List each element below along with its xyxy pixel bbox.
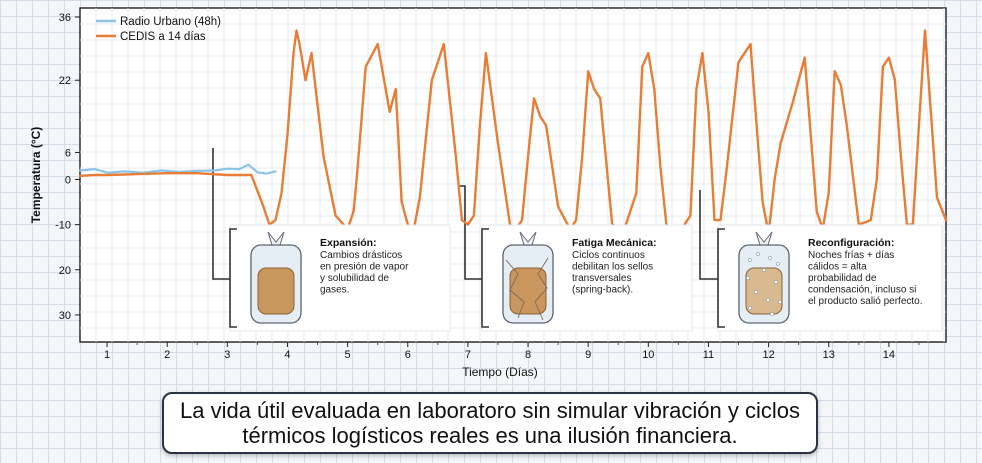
condensation-drop (746, 276, 750, 280)
bread-loaf (745, 267, 783, 315)
caption-line-2: térmicos logísticos reales es una ilusió… (242, 423, 738, 448)
x-tick-label: 6 (405, 349, 411, 361)
x-axis-label: Tiempo (Días) (462, 365, 538, 379)
y-tick-label: 36 (59, 12, 71, 24)
annotation-line: cálidos = alta (808, 262, 867, 273)
condensation-drop (766, 298, 770, 302)
annotation-title: Reconfiguración: (808, 237, 894, 249)
annotation-line: (spring-back). (572, 285, 633, 296)
condensation-drop (770, 312, 774, 316)
annotation-connector (212, 148, 232, 280)
x-tick-label: 13 (823, 349, 835, 361)
condensation-drop (748, 258, 752, 262)
annotation-line: probabilidad de (808, 273, 877, 284)
annotation-box: Reconfiguración:Noches frías + díascálid… (717, 224, 943, 332)
bread-bag-icon (250, 231, 302, 324)
x-tick-label: 3 (224, 349, 230, 361)
annotation-line: Cambios drásticos (320, 250, 402, 261)
condensation-drop (778, 300, 782, 304)
annotation-line: Ciclos continuos (572, 250, 645, 261)
annotation-bracket (717, 228, 725, 328)
annotation-title: Expansión: (320, 237, 377, 249)
y-tick-label: 30 (59, 310, 71, 322)
bread-loaf (509, 267, 547, 315)
annotation-line: el producto salió perfecto. (808, 296, 923, 307)
caption-box: La vida útil evaluada en laboratoro sin … (162, 392, 818, 454)
bread-bag-icon (502, 231, 554, 324)
bag-creases (505, 257, 549, 321)
series-line-radio-urbano (78, 163, 277, 175)
x-tick-label: 1 (104, 349, 110, 361)
condensation-drop (754, 290, 758, 294)
bread-bag-icon (738, 231, 790, 324)
annotation-title: Fatiga Mecánica: (572, 237, 657, 249)
x-tick-label: 10 (642, 349, 654, 361)
x-tick-label: 14 (883, 349, 895, 361)
y-tick-label: 20 (59, 265, 71, 277)
y-tick-label: 22 (59, 75, 71, 87)
legend-label: CEDIS a 14 días (120, 31, 206, 43)
x-tick-label: 7 (465, 349, 471, 361)
legend: Radio Urbano (48h) CEDIS a 14 días (96, 16, 221, 43)
y-axis-label: Temperatura (°C) (29, 127, 43, 224)
x-tick-label: 9 (585, 349, 591, 361)
bread-loaf (257, 267, 295, 315)
annotation-line: gases. (320, 285, 349, 296)
x-tick-label: 12 (762, 349, 774, 361)
condensation-drop (748, 306, 752, 310)
annotation-bracket (481, 228, 489, 328)
annotation-line: en presión de vapor (320, 262, 409, 273)
annotation-connector (458, 185, 485, 280)
x-tick-label: 8 (525, 349, 531, 361)
condensation-drop (768, 256, 772, 260)
condensation-drop (762, 268, 766, 272)
annotation-line: y solubilidad de (320, 273, 389, 284)
legend-label: Radio Urbano (48h) (120, 16, 221, 28)
annotation-line: condensación, incluso si (808, 285, 916, 296)
x-tick-label: 5 (345, 349, 351, 361)
y-tick-label: -10 (55, 220, 71, 232)
annotation-line: transversales (572, 273, 631, 284)
annotation-line: Noches frías + días (808, 250, 894, 261)
annotation-connectors (212, 148, 720, 280)
bag-twist (519, 231, 537, 246)
annotation-connector (699, 190, 720, 280)
annotation-bracket (229, 228, 237, 328)
y-tick-label: 0 (65, 175, 71, 187)
condensation-drop (756, 252, 760, 256)
annotation-line: debilitan los sellos (572, 262, 653, 273)
condensation-drop (774, 280, 778, 284)
x-tick-label: 4 (284, 349, 290, 361)
x-tick-label: 2 (164, 349, 170, 361)
y-tick-label: 6 (65, 147, 71, 159)
bag-twist (267, 231, 285, 246)
x-tick-label: 11 (703, 349, 714, 361)
caption-line-1: La vida útil evaluada en laboratoro sin … (180, 398, 800, 423)
condensation-drop (776, 262, 780, 266)
annotation-box: Fatiga Mecánica:Ciclos continuosdebilita… (481, 224, 693, 332)
bag-twist (755, 231, 773, 246)
